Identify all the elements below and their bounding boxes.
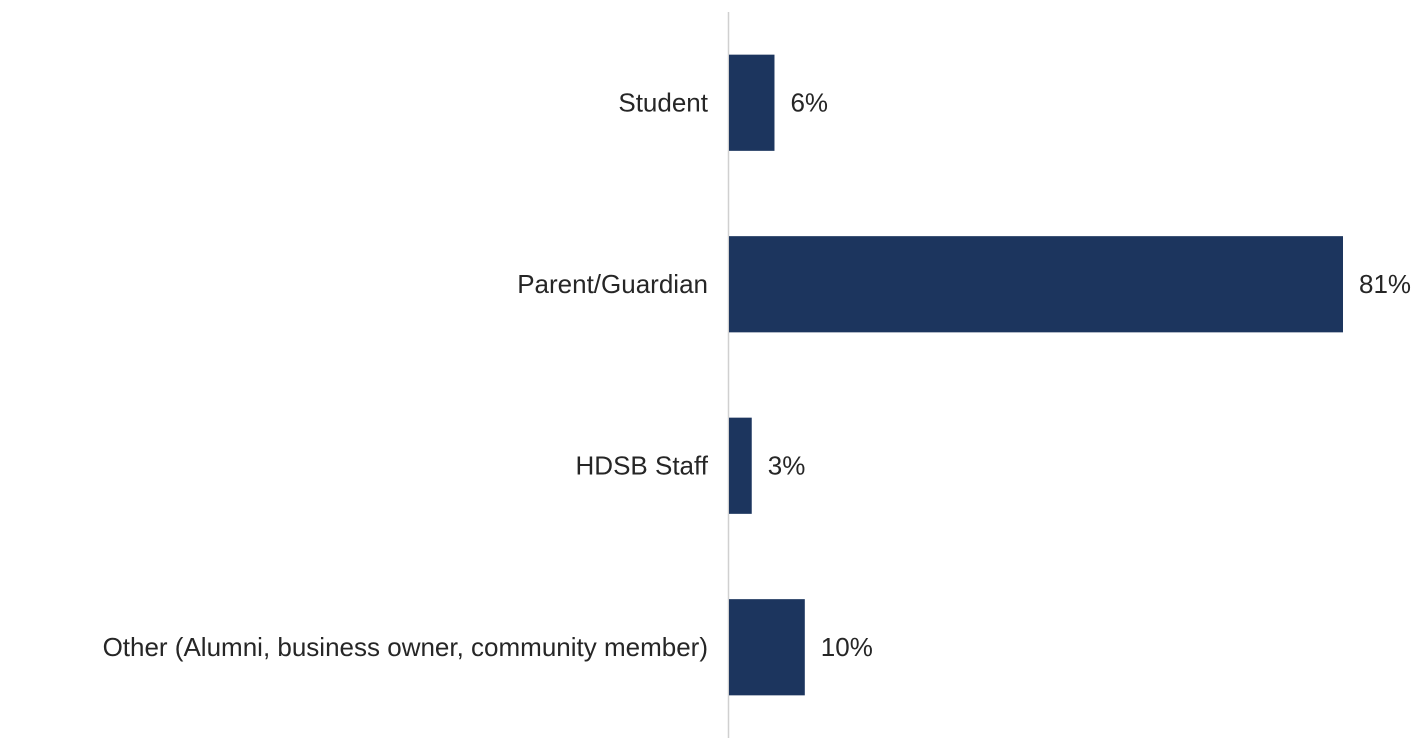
category-label: Other (Alumni, business owner, community…	[103, 632, 708, 662]
bar	[729, 54, 775, 151]
value-label: 3%	[768, 451, 806, 481]
bar	[729, 599, 805, 696]
bar	[729, 236, 1343, 333]
bar	[729, 417, 752, 514]
category-label: HDSB Staff	[576, 451, 709, 481]
value-label: 81%	[1359, 269, 1411, 299]
value-label: 6%	[790, 88, 828, 118]
value-label: 10%	[821, 632, 873, 662]
category-label: Parent/Guardian	[517, 269, 708, 299]
category-label: Student	[618, 88, 708, 118]
